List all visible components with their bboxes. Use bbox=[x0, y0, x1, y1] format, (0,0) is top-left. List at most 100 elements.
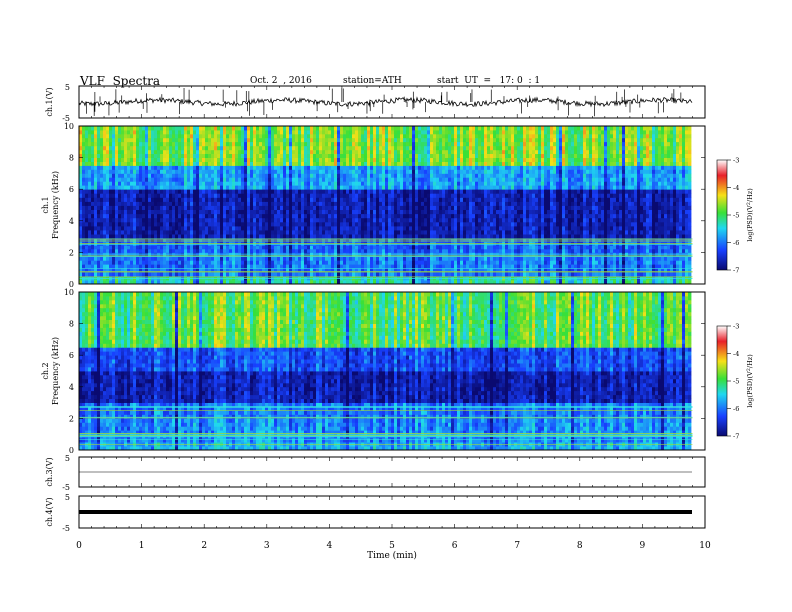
spectrogram-cell bbox=[259, 264, 262, 268]
spectrogram-cell bbox=[532, 260, 535, 264]
spectrogram-cell bbox=[175, 189, 178, 194]
spectrogram-cell bbox=[232, 272, 235, 276]
spectrogram-cell bbox=[517, 218, 520, 223]
spectrogram-cell bbox=[253, 256, 256, 260]
spectrogram-cell bbox=[649, 206, 652, 211]
spectrogram-cell bbox=[154, 226, 157, 231]
spectrogram-cell bbox=[241, 245, 244, 249]
spectrogram-cell bbox=[391, 197, 394, 202]
spectrogram-cell bbox=[277, 222, 280, 227]
spectrogram-cell bbox=[643, 201, 646, 206]
spectrogram-cell bbox=[391, 193, 394, 198]
spectrogram-cell bbox=[82, 206, 85, 211]
spectrogram-cell bbox=[265, 264, 268, 268]
spectrogram-cell bbox=[190, 201, 193, 206]
spectrogram-cell bbox=[670, 272, 673, 276]
spectrogram-cell bbox=[319, 260, 322, 264]
spectrogram-cell bbox=[448, 256, 451, 260]
spectrogram-cell bbox=[391, 234, 394, 239]
spectrogram-cell bbox=[523, 197, 526, 202]
spectrogram-cell bbox=[418, 234, 421, 239]
spectrogram-cell bbox=[541, 214, 544, 219]
spectrogram-cell bbox=[286, 260, 289, 264]
spectrogram-cell bbox=[340, 218, 343, 223]
spectrogram-cell bbox=[154, 234, 157, 239]
spectrogram-cell bbox=[544, 226, 547, 231]
spectrogram-cell bbox=[601, 264, 604, 268]
spectrogram-cell bbox=[502, 234, 505, 239]
spectrogram-cell bbox=[235, 193, 238, 198]
spectrogram-cell bbox=[394, 210, 397, 215]
spectrogram-cell bbox=[604, 193, 607, 198]
spectrogram-cell bbox=[589, 260, 592, 264]
spectrogram-cell bbox=[529, 197, 532, 202]
spectrogram-cell bbox=[574, 249, 577, 253]
spectrogram-cell bbox=[583, 193, 586, 198]
spectrogram-cell bbox=[526, 249, 529, 253]
spectrogram-cell bbox=[484, 230, 487, 235]
spectrogram-cell bbox=[400, 206, 403, 211]
spectrogram-cell bbox=[403, 197, 406, 202]
spectrogram-cell bbox=[280, 222, 283, 227]
spectrogram-cell bbox=[115, 201, 118, 206]
spectrogram-cell bbox=[463, 206, 466, 211]
spectrogram-cell bbox=[493, 193, 496, 198]
spectrogram-cell bbox=[373, 272, 376, 276]
spectrogram-cell bbox=[463, 256, 466, 260]
spectrogram-cell bbox=[610, 210, 613, 215]
spectrogram-cell bbox=[100, 249, 103, 253]
spectrogram-cell bbox=[358, 206, 361, 211]
spectrogram-cell bbox=[619, 210, 622, 215]
spectrogram-cell bbox=[355, 260, 358, 264]
spectrogram-cell bbox=[256, 245, 259, 249]
spectrogram-cell bbox=[424, 256, 427, 260]
spectrogram-cell bbox=[346, 214, 349, 219]
spectrogram-cell bbox=[397, 189, 400, 194]
spectrogram-cell bbox=[562, 206, 565, 211]
spectrogram-cell bbox=[268, 256, 271, 260]
spectrogram-cell bbox=[115, 256, 118, 260]
spectrogram-cell bbox=[283, 260, 286, 264]
spectrogram-cell bbox=[583, 245, 586, 249]
spectrogram-cell bbox=[610, 222, 613, 227]
spectrogram-cell bbox=[403, 230, 406, 235]
spectrogram-cell bbox=[628, 222, 631, 227]
spectrogram-cell bbox=[169, 226, 172, 231]
spectrogram-cell bbox=[79, 264, 82, 268]
spectrogram-cell bbox=[220, 214, 223, 219]
spectrogram-cell bbox=[289, 264, 292, 268]
spectrogram-cell bbox=[217, 264, 220, 268]
spectrogram-cell bbox=[157, 245, 160, 249]
spectrogram-cell bbox=[394, 260, 397, 264]
spectrogram-cell bbox=[544, 272, 547, 276]
spectrogram-cell bbox=[145, 230, 148, 235]
spectrogram-cell bbox=[313, 226, 316, 231]
spectrogram-cell bbox=[487, 193, 490, 198]
spectrogram-cell bbox=[577, 210, 580, 215]
spectrogram-cell bbox=[673, 260, 676, 264]
spectrogram-cell bbox=[271, 245, 274, 249]
spectrogram-cell bbox=[391, 222, 394, 227]
spectrogram-cell bbox=[292, 249, 295, 253]
spectrogram-cell bbox=[361, 234, 364, 239]
spectrogram-cell bbox=[232, 230, 235, 235]
spectrogram-cell bbox=[115, 206, 118, 211]
spectrogram-cell bbox=[355, 245, 358, 249]
spectrogram-cell bbox=[109, 210, 112, 215]
spectrogram-cell bbox=[676, 210, 679, 215]
spectrogram-cell bbox=[538, 222, 541, 227]
spectrogram-cell bbox=[460, 197, 463, 202]
spectrogram-cell bbox=[100, 189, 103, 194]
spectrogram-cell bbox=[322, 206, 325, 211]
spectrogram-cell bbox=[448, 264, 451, 268]
spectrogram-cell bbox=[628, 272, 631, 276]
spectrogram-cell bbox=[631, 245, 634, 249]
spectrogram-cell bbox=[664, 260, 667, 264]
spectrogram-cell bbox=[490, 264, 493, 268]
spectrogram-cell bbox=[85, 256, 88, 260]
spectrogram-cell bbox=[499, 245, 502, 249]
spectrogram-cell bbox=[238, 210, 241, 215]
spectrogram-cell bbox=[436, 210, 439, 215]
spectrogram-cell bbox=[493, 230, 496, 235]
spectrogram-cell bbox=[424, 193, 427, 198]
